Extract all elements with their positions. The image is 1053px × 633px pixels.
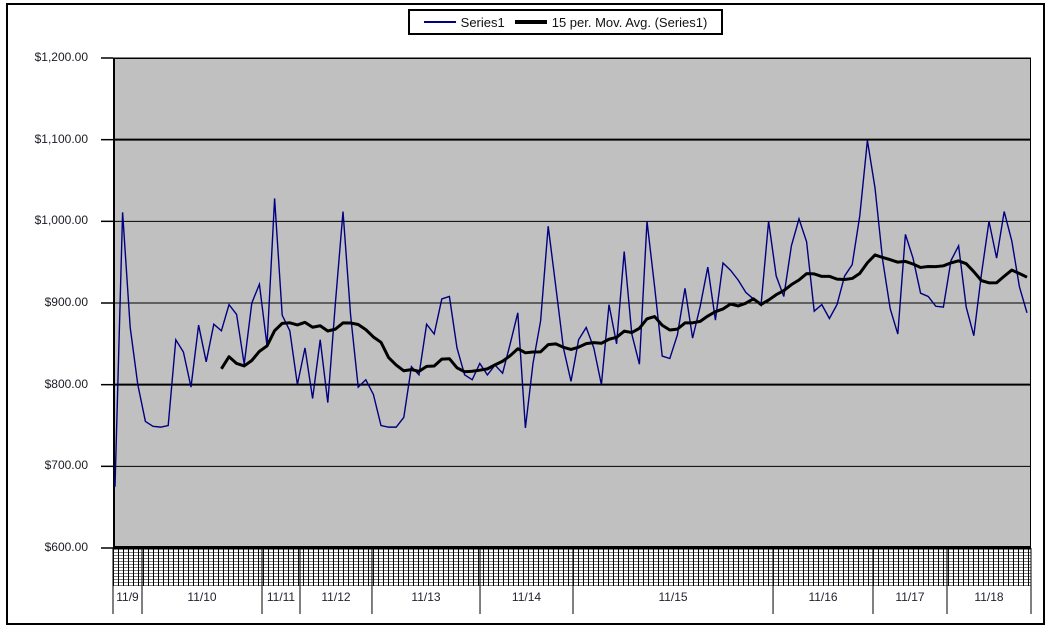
- x-axis-group-label: 11/11: [266, 590, 296, 604]
- legend-item-moving-average: 15 per. Mov. Avg. (Series1): [514, 14, 708, 30]
- legend-moving-average-label: 15 per. Mov. Avg. (Series1): [551, 14, 708, 30]
- x-axis-group-label: 11/16: [808, 590, 838, 604]
- x-axis-group-label: 11/14: [511, 590, 542, 604]
- x-axis-group-label: 11/18: [974, 590, 1004, 604]
- y-axis-tick-label: $1,000.00: [34, 213, 88, 228]
- y-axis-tick-label: $700.00: [44, 458, 88, 473]
- y-axis-tick-label: $1,100.00: [34, 131, 88, 146]
- series1-line-sample: [423, 21, 456, 23]
- y-axis-tick-label: $1,200.00: [34, 50, 88, 64]
- legend-series1-label: Series1: [460, 14, 505, 30]
- moving-average-line-sample: [514, 20, 547, 24]
- x-axis-minor-tick-strip: [113, 549, 1031, 586]
- x-axis-group-label: 11/15: [658, 590, 688, 604]
- plot-area: [113, 58, 1031, 548]
- y-axis-tick-label: $600.00: [44, 540, 88, 554]
- y-axis-tick-label: $800.00: [44, 376, 88, 391]
- y-axis-tick-label: $900.00: [44, 295, 88, 309]
- legend-item-series1: Series1: [423, 14, 505, 30]
- x-axis-group-label: 11/10: [187, 590, 217, 604]
- x-axis-group-label: 11/13: [411, 590, 441, 604]
- x-axis-group-label: 11/9: [116, 590, 139, 604]
- legend: Series1 15 per. Mov. Avg. (Series1): [408, 9, 723, 35]
- x-axis-group-label: 11/12: [321, 590, 351, 604]
- x-axis-group-label: 11/17: [895, 590, 925, 604]
